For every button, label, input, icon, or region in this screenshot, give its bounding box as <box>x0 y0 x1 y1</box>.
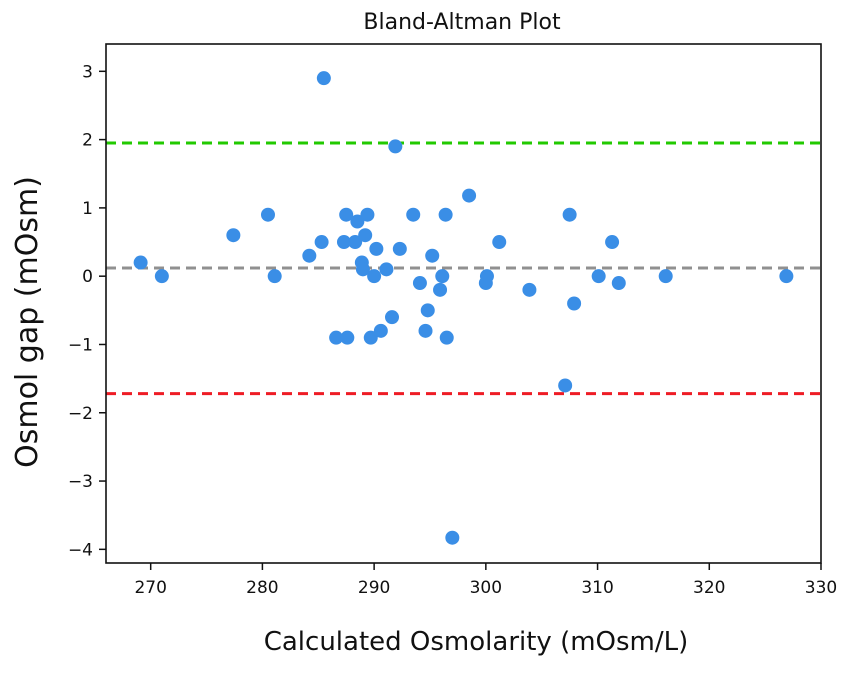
data-point-8 <box>316 71 331 86</box>
data-point-27 <box>406 207 421 222</box>
x-tick-label: 330 <box>805 578 837 598</box>
data-point-37 <box>462 188 477 203</box>
y-tick-label: 0 <box>82 267 93 287</box>
data-point-44 <box>567 296 582 311</box>
data-point-22 <box>373 323 388 338</box>
x-tick-label: 320 <box>693 578 725 598</box>
x-tick-label: 290 <box>358 578 390 598</box>
data-point-36 <box>445 530 460 545</box>
data-point-29 <box>418 323 433 338</box>
data-point-41 <box>522 282 537 297</box>
data-point-34 <box>438 207 453 222</box>
data-point-18 <box>360 207 375 222</box>
data-point-7 <box>314 235 329 250</box>
y-tick-label: −1 <box>68 335 93 355</box>
data-point-11 <box>339 207 354 222</box>
data-point-49 <box>779 269 794 284</box>
data-point-2 <box>154 269 169 284</box>
reference-lines <box>106 141 821 396</box>
plot-area-frame <box>105 43 822 564</box>
data-point-35 <box>439 330 454 345</box>
y-tick-label: −3 <box>68 472 93 492</box>
data-point-5 <box>267 269 282 284</box>
data-point-33 <box>435 269 450 284</box>
data-point-14 <box>350 214 365 229</box>
x-axis-ticks: 270 280 290 300 310 320 330 <box>134 563 837 598</box>
data-point-17 <box>358 228 373 243</box>
data-point-28 <box>412 276 427 291</box>
data-point-30 <box>420 303 435 318</box>
data-point-3 <box>226 228 241 243</box>
data-point-12 <box>340 330 355 345</box>
data-points <box>133 71 794 545</box>
data-point-1 <box>133 255 148 270</box>
data-point-21 <box>369 241 384 256</box>
data-point-45 <box>591 269 606 284</box>
y-tick-label: 3 <box>82 62 93 82</box>
data-point-46 <box>605 235 620 250</box>
data-point-43 <box>562 207 577 222</box>
data-point-32 <box>433 282 448 297</box>
y-tick-label: −2 <box>68 404 93 424</box>
chart-title: Bland-Altman Plot <box>363 10 561 35</box>
data-point-39 <box>479 269 494 284</box>
data-point-47 <box>611 276 626 291</box>
y-axis-label: Osmol gap (mOsm) <box>10 176 45 468</box>
data-point-4 <box>260 207 275 222</box>
y-tick-label: −4 <box>68 540 93 560</box>
y-tick-label: 2 <box>82 131 93 151</box>
data-point-40 <box>492 235 507 250</box>
data-point-31 <box>425 248 440 263</box>
x-tick-label: 270 <box>134 578 166 598</box>
data-point-23 <box>379 262 394 277</box>
data-point-6 <box>302 248 317 263</box>
y-tick-label: 1 <box>82 199 93 219</box>
data-point-26 <box>392 241 407 256</box>
y-axis-ticks: 3 2 1 0 −1 −2 −3 −4 <box>68 62 106 560</box>
x-tick-label: 300 <box>470 578 502 598</box>
data-point-10 <box>336 235 351 250</box>
x-axis-label: Calculated Osmolarity (mOsm/L) <box>264 627 689 657</box>
data-point-42 <box>558 378 573 393</box>
x-tick-label: 280 <box>246 578 278 598</box>
data-point-13 <box>348 235 363 250</box>
data-point-20 <box>367 269 382 284</box>
data-point-16 <box>355 262 370 277</box>
data-point-19 <box>363 330 378 345</box>
data-point-9 <box>329 330 344 345</box>
data-point-24 <box>385 310 399 325</box>
data-point-25 <box>388 139 403 154</box>
x-tick-label: 310 <box>581 578 613 598</box>
data-point-48 <box>658 269 673 284</box>
